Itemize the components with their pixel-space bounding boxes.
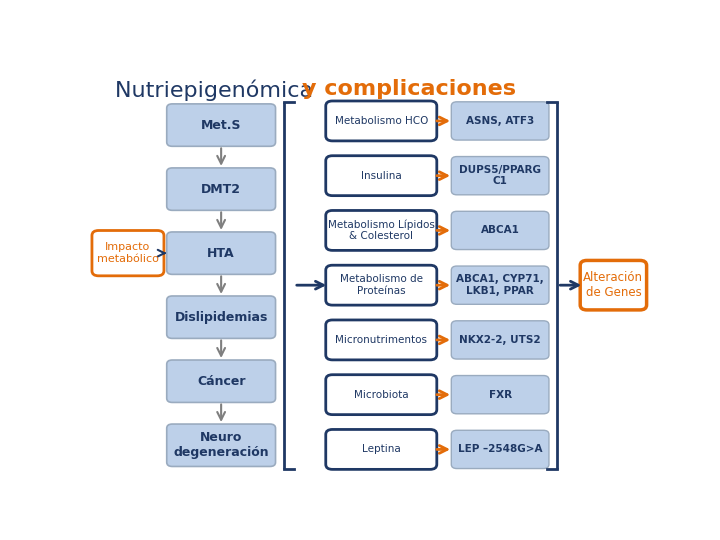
FancyBboxPatch shape [451, 266, 549, 305]
Text: ASNS, ATF3: ASNS, ATF3 [466, 116, 534, 126]
FancyBboxPatch shape [451, 211, 549, 249]
Text: Insulina: Insulina [361, 171, 402, 181]
FancyBboxPatch shape [167, 360, 276, 402]
Text: DUPS5/PPARG
C1: DUPS5/PPARG C1 [459, 165, 541, 186]
FancyBboxPatch shape [167, 168, 276, 211]
Text: Cáncer: Cáncer [197, 375, 246, 388]
Text: y complicaciones: y complicaciones [302, 79, 516, 99]
FancyBboxPatch shape [325, 320, 437, 360]
Text: Metabolismo HCO: Metabolismo HCO [335, 116, 428, 126]
FancyBboxPatch shape [325, 429, 437, 469]
Text: LEP –2548G>A: LEP –2548G>A [458, 444, 542, 455]
Text: Impacto
metabólico: Impacto metabólico [97, 242, 159, 264]
Text: FXR: FXR [489, 390, 512, 400]
FancyBboxPatch shape [451, 157, 549, 195]
Text: Metabolismo de
Proteínas: Metabolismo de Proteínas [340, 274, 423, 296]
Text: Microbiota: Microbiota [354, 390, 408, 400]
Text: Met.S: Met.S [201, 119, 241, 132]
FancyBboxPatch shape [451, 430, 549, 469]
FancyBboxPatch shape [451, 102, 549, 140]
FancyBboxPatch shape [325, 375, 437, 415]
Text: ABCA1, CYP71,
LKB1, PPAR: ABCA1, CYP71, LKB1, PPAR [456, 274, 544, 296]
Text: NKX2-2, UTS2: NKX2-2, UTS2 [459, 335, 541, 345]
FancyBboxPatch shape [451, 321, 549, 359]
FancyBboxPatch shape [325, 211, 437, 251]
Text: Metabolismo Lípidos
& Colesterol: Metabolismo Lípidos & Colesterol [328, 219, 435, 241]
FancyBboxPatch shape [167, 104, 276, 146]
Text: DMT2: DMT2 [201, 183, 241, 195]
FancyBboxPatch shape [167, 232, 276, 274]
Text: Alteración
de Genes: Alteración de Genes [583, 271, 644, 299]
Text: Dislipidemias: Dislipidemias [174, 310, 268, 323]
Text: Micronutrimentos: Micronutrimentos [336, 335, 427, 345]
Text: Leptina: Leptina [362, 444, 400, 455]
FancyBboxPatch shape [167, 424, 276, 467]
Text: ABCA1: ABCA1 [481, 225, 520, 235]
Text: Nutriepigenómica: Nutriepigenómica [115, 79, 320, 101]
FancyBboxPatch shape [451, 375, 549, 414]
FancyBboxPatch shape [325, 156, 437, 195]
FancyBboxPatch shape [92, 231, 164, 276]
FancyBboxPatch shape [167, 296, 276, 339]
FancyBboxPatch shape [325, 265, 437, 305]
FancyBboxPatch shape [580, 260, 647, 310]
Text: HTA: HTA [207, 247, 235, 260]
Text: Neuro
degeneración: Neuro degeneración [174, 431, 269, 459]
FancyBboxPatch shape [325, 101, 437, 141]
